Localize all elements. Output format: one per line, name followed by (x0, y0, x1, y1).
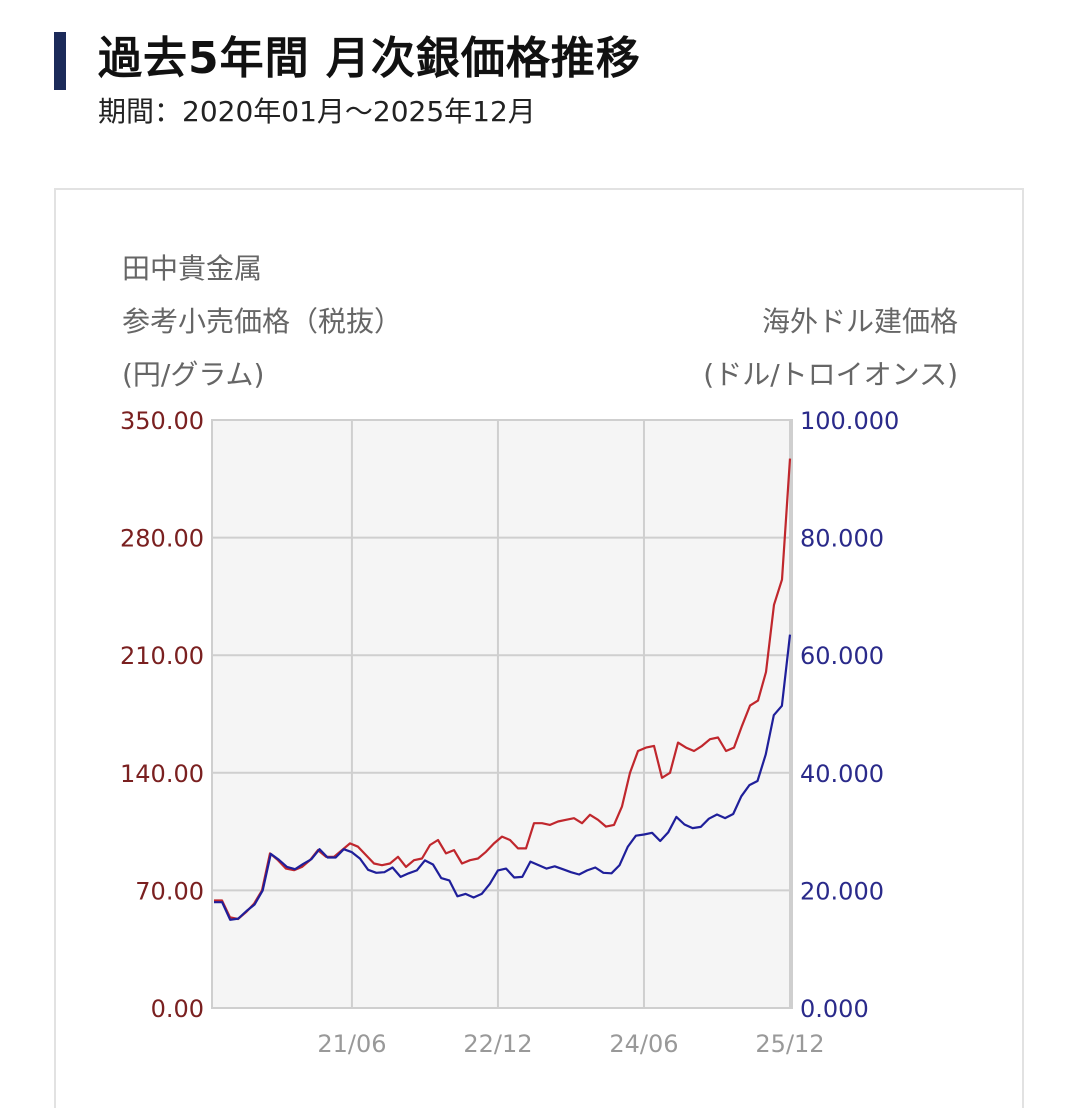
x-tick-label: 25/12 (755, 1030, 824, 1058)
period-label: 期間：2020年01月～2025年12月 (98, 95, 536, 128)
title-accent-bar (54, 32, 66, 90)
right-tick-label: 40.000 (800, 760, 884, 788)
silver-price-chart: 21/06 22/12 24/06 25/12 0.00 70.00 140.00 210.0… (120, 407, 899, 1058)
x-tick-label: 22/12 (463, 1030, 532, 1058)
right-axis-title-line: (ドル/トロイオンス) (703, 358, 958, 391)
left-tick-label: 350.00 (120, 407, 204, 435)
right-tick-label: 20.000 (800, 877, 884, 905)
left-axis-title-line: 田中貴金属 (122, 252, 263, 285)
left-tick-label: 70.00 (135, 877, 204, 905)
x-tick-label: 24/06 (609, 1030, 678, 1058)
right-tick-label: 80.000 (800, 525, 884, 553)
left-tick-label: 140.00 (120, 760, 204, 788)
right-axis-title: 海外ドル建価格 (ドル/トロイオンス) (703, 295, 958, 401)
left-axis-title: 田中貴金属 参考小売価格（税抜） (円/グラム) (122, 242, 402, 401)
left-tick-label: 0.00 (151, 995, 204, 1023)
x-tick-label: 21/06 (317, 1030, 386, 1058)
page-title: 過去5年間 月次銀価格推移 (98, 33, 641, 84)
left-tick-label: 280.00 (120, 525, 204, 553)
left-axis-title-line: 参考小売価格（税抜） (122, 305, 403, 338)
right-tick-label: 0.000 (800, 995, 869, 1023)
left-tick-label: 210.00 (120, 642, 204, 670)
right-tick-label: 60.000 (800, 642, 884, 670)
plot-area (211, 419, 793, 1009)
right-axis-title-line: 海外ドル建価格 (761, 305, 958, 338)
right-tick-label: 100.000 (800, 407, 899, 435)
overseas-price-line (214, 634, 792, 921)
left-axis-title-line: (円/グラム) (122, 358, 265, 391)
